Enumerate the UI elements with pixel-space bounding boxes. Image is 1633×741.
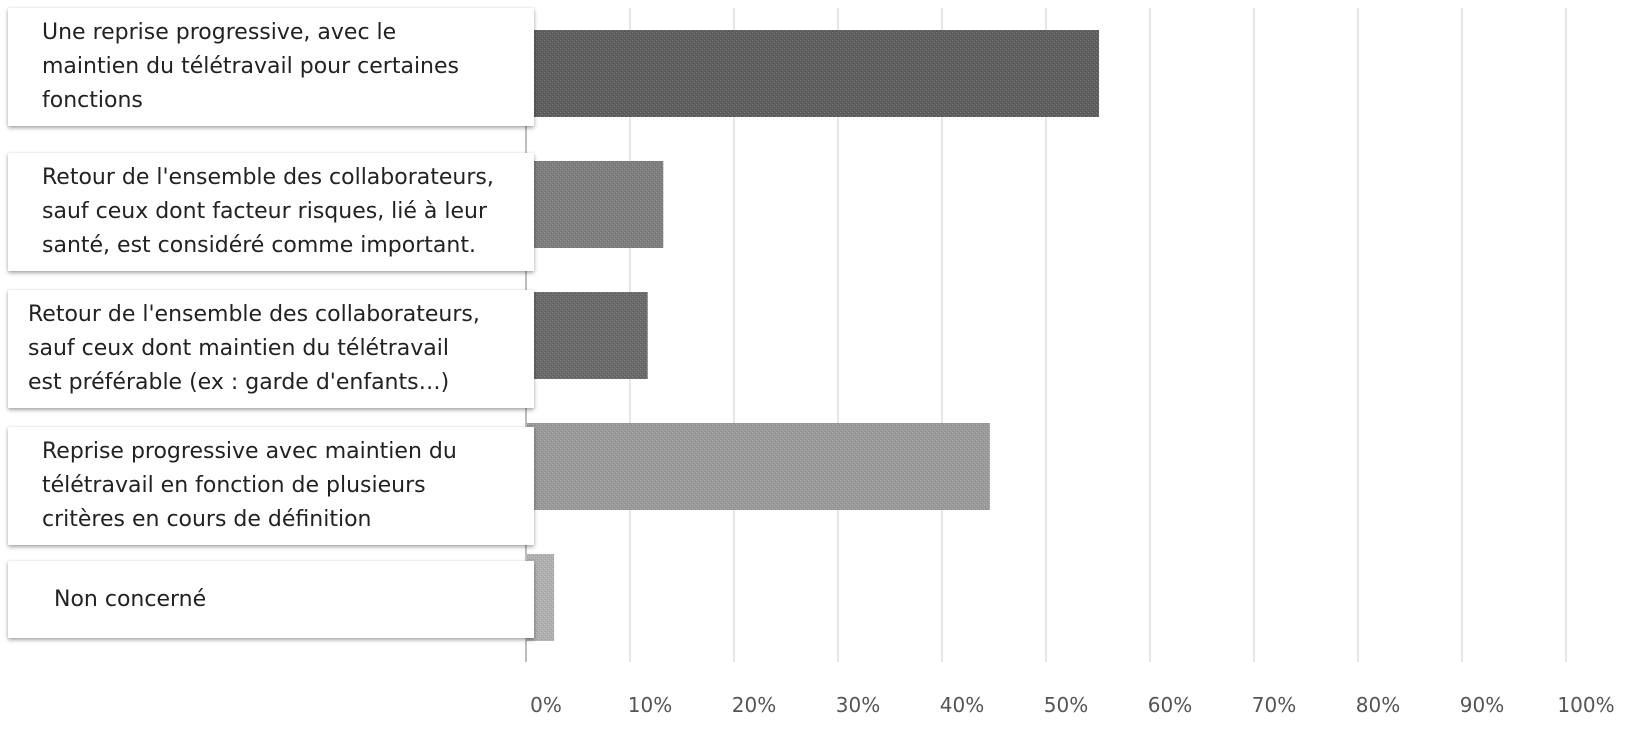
x-tick-label: 100% <box>1557 693 1614 717</box>
category-label: Retour de l'ensemble des collaborateurs,… <box>28 302 480 395</box>
category-label: Retour de l'ensemble des collaborateurs,… <box>42 165 494 258</box>
category-label: Reprise progressive avec maintien du tél… <box>42 439 457 532</box>
x-tick-label: 40% <box>940 693 984 717</box>
x-tick-label: 60% <box>1148 693 1192 717</box>
category-label: Une reprise progressive, avec le maintie… <box>42 20 460 113</box>
x-tick-label: 50% <box>1044 693 1088 717</box>
bar-texture <box>526 423 990 510</box>
bar-texture <box>526 30 1100 117</box>
category-card: Retour de l'ensemble des collaborateurs,… <box>8 153 534 271</box>
bars <box>526 30 1100 641</box>
x-tick-labels: 0% 10% 20% 30% 40% 50% 60% 70% 80% 90% 100% <box>530 693 1614 717</box>
x-tick-label: 10% <box>628 693 672 717</box>
x-tick-label: 70% <box>1252 693 1296 717</box>
category-card: Une reprise progressive, avec le maintie… <box>8 8 534 126</box>
x-tick-label: 90% <box>1460 693 1504 717</box>
category-card: Reprise progressive avec maintien du tél… <box>8 427 534 545</box>
category-card: Non concerné <box>8 561 534 638</box>
x-tick-label: 80% <box>1356 693 1400 717</box>
bar-texture <box>526 161 664 248</box>
bar-texture <box>526 292 648 379</box>
x-tick-label: 30% <box>836 693 880 717</box>
category-label: Non concerné <box>54 586 207 612</box>
category-card: Retour de l'ensemble des collaborateurs,… <box>8 290 534 408</box>
x-tick-label: 20% <box>732 693 776 717</box>
x-tick-label: 0% <box>530 693 562 717</box>
